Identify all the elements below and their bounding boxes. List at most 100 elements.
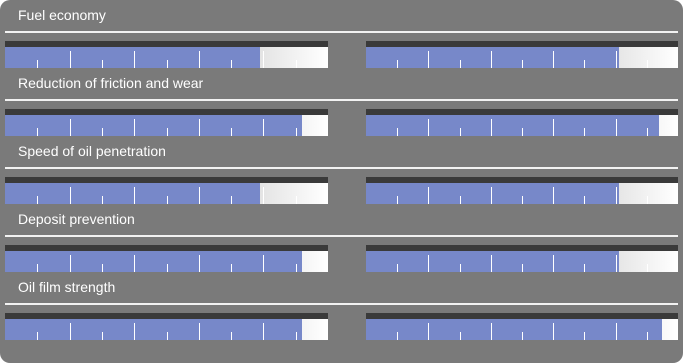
rating-tick [263, 119, 265, 136]
rating-tick [231, 128, 233, 136]
rating-tick [231, 332, 233, 340]
rating-tick [522, 128, 523, 136]
rating-tick [646, 60, 648, 68]
rating-tick [397, 128, 399, 136]
rating-tick [37, 196, 39, 204]
rating-row: Reduction of friction and wear [0, 68, 683, 136]
rating-tick [295, 196, 297, 204]
rating-tick [646, 264, 648, 272]
rating-tick [553, 187, 555, 204]
rating-tick [101, 196, 103, 204]
rating-tick [134, 255, 136, 272]
rating-tick [101, 128, 103, 136]
rating-tick [459, 196, 461, 204]
rating-tick [166, 264, 168, 272]
rating-tick [37, 264, 39, 272]
rating-tick [231, 264, 233, 272]
rating-tick [553, 255, 555, 272]
rating-tick [490, 187, 492, 204]
right-rating-bar [366, 313, 678, 340]
rating-row-label: Speed of oil penetration [18, 143, 166, 159]
left-rating-bar [5, 41, 328, 68]
rating-tick [69, 187, 71, 204]
rating-tick [615, 323, 617, 340]
right-rating-bar [366, 245, 678, 272]
rating-tick [646, 332, 648, 340]
rating-tick [490, 255, 492, 272]
rating-tick [584, 60, 586, 68]
rating-tick [134, 323, 136, 340]
rating-tick [522, 264, 523, 272]
rating-tick [428, 255, 430, 272]
rating-tick [522, 332, 523, 340]
rating-row: Fuel economy [0, 0, 683, 68]
rating-tick [553, 119, 555, 136]
row-divider [5, 31, 678, 33]
rating-tick [263, 51, 265, 68]
rating-row: Oil film strength [0, 272, 683, 340]
rating-tick [646, 196, 648, 204]
rating-tick [295, 60, 297, 68]
rating-tick [295, 128, 297, 136]
rating-tick [615, 119, 617, 136]
right-rating-fill [366, 47, 619, 68]
rating-tick [134, 187, 136, 204]
row-divider [5, 167, 678, 169]
rating-tick [584, 332, 586, 340]
rating-tick [490, 119, 492, 136]
rating-row-label: Fuel economy [18, 7, 106, 23]
rating-tick [101, 264, 103, 272]
rating-tick [134, 119, 136, 136]
rating-tick [166, 60, 168, 68]
rating-tick [69, 255, 71, 272]
rating-tick [397, 60, 399, 68]
rating-tick [615, 187, 617, 204]
rating-tick [584, 128, 586, 136]
rating-tick [101, 60, 103, 68]
rating-tick [646, 128, 648, 136]
rating-tick [428, 51, 430, 68]
rating-tick [490, 51, 492, 68]
left-rating-bar [5, 245, 328, 272]
rating-tick [459, 332, 461, 340]
rating-tick [428, 187, 430, 204]
rating-tick [584, 264, 586, 272]
row-divider [5, 303, 678, 305]
rating-tick [397, 332, 399, 340]
rating-tick [615, 51, 617, 68]
rating-tick [37, 128, 39, 136]
rating-tick [459, 60, 461, 68]
rating-tick [295, 332, 297, 340]
left-rating-fill [5, 183, 261, 204]
rating-tick [231, 196, 233, 204]
rating-tick [615, 255, 617, 272]
right-rating-bar [366, 41, 678, 68]
rating-tick [263, 187, 265, 204]
rating-tick [69, 323, 71, 340]
rating-tick [584, 196, 586, 204]
row-divider [5, 99, 678, 101]
rating-tick [37, 60, 39, 68]
rating-tick [166, 332, 168, 340]
rating-tick [490, 323, 492, 340]
rating-tick [295, 264, 297, 272]
rating-row: Speed of oil penetration [0, 136, 683, 204]
left-rating-bar [5, 177, 328, 204]
right-rating-bar [366, 177, 678, 204]
left-rating-bar [5, 313, 328, 340]
rating-tick [166, 196, 168, 204]
right-rating-fill [366, 319, 663, 340]
left-rating-fill [5, 319, 303, 340]
rating-tick [37, 332, 39, 340]
rating-tick [459, 264, 461, 272]
rating-tick [198, 323, 200, 340]
rating-tick [263, 255, 265, 272]
rating-tick [69, 51, 71, 68]
rating-row-label: Deposit prevention [18, 211, 135, 227]
rating-tick [198, 187, 200, 204]
rating-tick [522, 196, 523, 204]
rating-tick [428, 119, 430, 136]
rating-tick [134, 51, 136, 68]
right-rating-fill [366, 115, 660, 136]
